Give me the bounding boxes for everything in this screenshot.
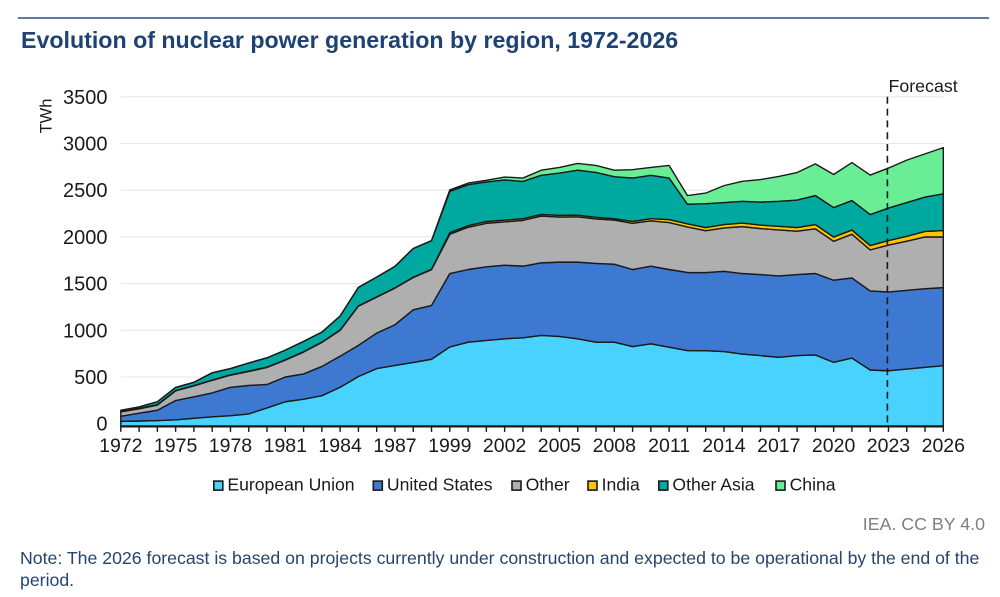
svg-text:1975: 1975 [154, 435, 198, 457]
svg-text:2017: 2017 [757, 435, 800, 457]
svg-text:1978: 1978 [209, 435, 252, 457]
svg-text:2020: 2020 [812, 435, 856, 457]
svg-text:500: 500 [74, 367, 107, 389]
svg-text:1500: 1500 [63, 274, 108, 296]
svg-text:3000: 3000 [63, 134, 108, 156]
svg-text:United States: United States [387, 475, 493, 495]
svg-text:2500: 2500 [63, 180, 108, 202]
svg-text:IEA. CC BY 4.0: IEA. CC BY 4.0 [863, 514, 985, 534]
svg-text:1000: 1000 [63, 320, 108, 342]
svg-text:2014: 2014 [702, 435, 746, 457]
svg-text:1981: 1981 [264, 435, 307, 457]
svg-text:3500: 3500 [63, 87, 108, 109]
svg-text:China: China [790, 475, 836, 495]
svg-text:1987: 1987 [373, 435, 416, 457]
svg-text:Forecast: Forecast [889, 76, 958, 96]
svg-text:India: India [602, 475, 640, 495]
svg-text:2011: 2011 [648, 435, 690, 457]
svg-text:2023: 2023 [867, 435, 910, 457]
svg-text:Other: Other [526, 475, 570, 495]
svg-text:1984: 1984 [318, 435, 362, 457]
svg-text:0: 0 [96, 414, 107, 436]
svg-text:2005: 2005 [538, 435, 582, 457]
svg-text:Other Asia: Other Asia [672, 475, 754, 495]
svg-text:2000: 2000 [63, 227, 108, 249]
svg-text:1999: 1999 [428, 435, 471, 457]
svg-text:2026: 2026 [922, 435, 965, 457]
svg-text:European Union: European Union [227, 475, 354, 495]
svg-text:TWh: TWh [38, 99, 56, 134]
svg-text:2002: 2002 [483, 435, 526, 457]
svg-text:1972: 1972 [99, 435, 142, 457]
svg-text:2008: 2008 [593, 435, 636, 457]
